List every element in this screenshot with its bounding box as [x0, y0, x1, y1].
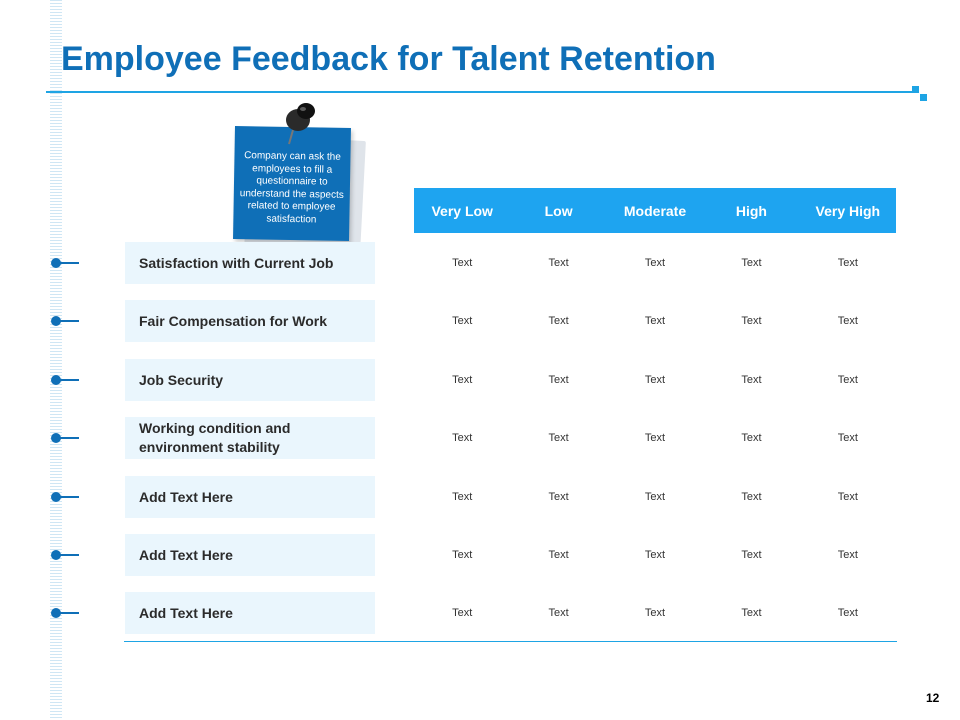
- row-bullet-line: [56, 379, 79, 381]
- table-bottom-rule: [124, 641, 897, 642]
- column-header: Very Low: [431, 202, 493, 219]
- table-cell: Text: [741, 257, 762, 269]
- row-cells: Text Text Text Text Text: [414, 300, 896, 342]
- table-cell: Text: [548, 607, 569, 619]
- table-cell: Text: [548, 315, 569, 327]
- row-label: Fair Compensation for Work: [125, 300, 375, 342]
- table-cell: Text: [741, 549, 762, 561]
- table-cell: Text: [741, 432, 762, 444]
- table-cell: Text: [644, 549, 666, 561]
- table-row: Add Text Here Text Text Text Text Text: [0, 534, 960, 576]
- table-cell: Text: [837, 491, 858, 503]
- row-label: Working condition and environment stabil…: [125, 417, 375, 459]
- row-cells: Text Text Text Text Text: [414, 534, 896, 576]
- table-cell: Text: [837, 432, 858, 444]
- table-row: Add Text Here Text Text Text Text Text: [0, 592, 960, 634]
- table-cell: Text: [644, 315, 666, 327]
- page-number: 12: [926, 691, 940, 705]
- table-row: Satisfaction with Current Job Text Text …: [0, 242, 960, 284]
- row-bullet-line: [56, 262, 79, 264]
- slide-title: Employee Feedback for Talent Retention: [61, 40, 716, 78]
- row-bullet-line: [56, 437, 79, 439]
- table-cell: Text: [452, 491, 473, 503]
- table-cell: Text: [452, 432, 473, 444]
- table-cell: Text: [548, 491, 569, 503]
- table-row: Job Security Text Text Text Text Text: [0, 359, 960, 401]
- table-cell: Text: [837, 315, 858, 327]
- table-cell: Text: [644, 374, 666, 386]
- table-cell: Text: [837, 257, 858, 269]
- table-row: Add Text Here Text Text Text Text Text: [0, 476, 960, 518]
- row-label: Satisfaction with Current Job: [125, 242, 375, 284]
- table-cell: Text: [741, 491, 762, 503]
- column-header: Very High: [815, 202, 881, 219]
- row-label: Add Text Here: [125, 592, 375, 634]
- row-label: Job Security: [125, 359, 375, 401]
- table-cell: Text: [644, 257, 666, 269]
- table-cell: Text: [452, 315, 473, 327]
- table-cell: Text: [452, 607, 473, 619]
- decorative-square: [920, 94, 927, 101]
- column-header: Moderate: [623, 202, 687, 219]
- table-cell: Text: [837, 374, 858, 386]
- table-cell: Text: [741, 374, 762, 386]
- sticky-note-text: Company can ask the employees to fill a …: [239, 150, 344, 225]
- column-header: High: [735, 202, 767, 219]
- row-cells: Text Text Text Text Text: [414, 242, 896, 284]
- row-label: Add Text Here: [125, 476, 375, 518]
- title-underline: [46, 91, 918, 93]
- table-cell: Text: [837, 607, 858, 619]
- decorative-square: [912, 86, 919, 93]
- table-cell: Text: [837, 549, 858, 561]
- row-cells: Text Text Text Text Text: [414, 417, 896, 459]
- table-cell: Text: [548, 257, 569, 269]
- table-cell: Text: [644, 432, 666, 444]
- row-bullet-line: [56, 554, 79, 556]
- table-cell: Text: [644, 607, 666, 619]
- row-cells: Text Text Text Text Text: [414, 359, 896, 401]
- table-cell: Text: [452, 549, 473, 561]
- pushpin-icon: [286, 103, 315, 145]
- table-cell: Text: [644, 491, 666, 503]
- table-cell: Text: [741, 607, 762, 619]
- column-header: Low: [544, 202, 573, 219]
- row-bullet-line: [56, 320, 79, 322]
- row-label: Add Text Here: [125, 534, 375, 576]
- row-cells: Text Text Text Text Text: [414, 476, 896, 518]
- rating-header-bar: Very Low Low Moderate High Very High: [414, 188, 896, 233]
- table-row: Fair Compensation for Work Text Text Tex…: [0, 300, 960, 342]
- table-cell: Text: [548, 374, 569, 386]
- table-cell: Text: [548, 549, 569, 561]
- row-bullet-line: [56, 612, 79, 614]
- row-bullet-line: [56, 496, 79, 498]
- table-cell: Text: [452, 374, 473, 386]
- table-row: Working condition and environment stabil…: [0, 417, 960, 459]
- table-cell: Text: [741, 315, 762, 327]
- row-cells: Text Text Text Text Text: [414, 592, 896, 634]
- table-cell: Text: [452, 257, 473, 269]
- table-cell: Text: [548, 432, 569, 444]
- decorative-side-stripe: [50, 0, 62, 720]
